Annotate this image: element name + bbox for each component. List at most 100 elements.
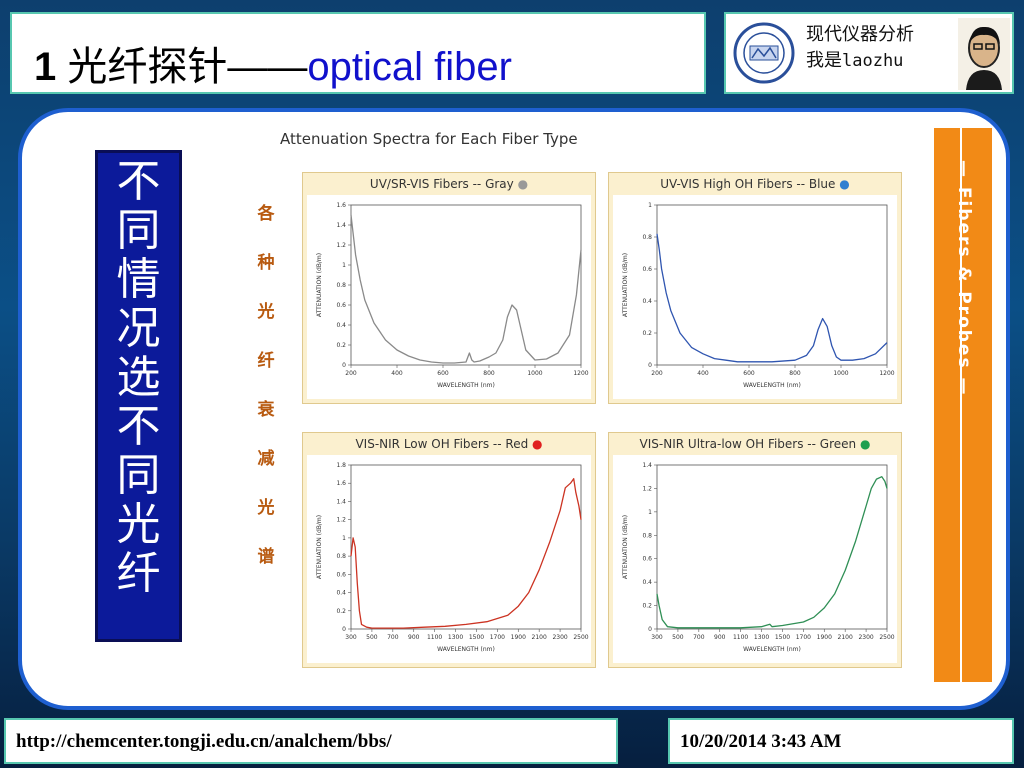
figure-title: Attenuation Spectra for Each Fiber Type	[280, 130, 578, 148]
title-cn: 光纤探针——	[67, 45, 308, 89]
y-tick-label: 1.6	[336, 480, 346, 487]
x-axis-label: WAVELENGTH (nm)	[437, 382, 495, 389]
y-tick-label: 1.2	[336, 242, 346, 249]
x-tick-label: 400	[391, 370, 403, 377]
side-label-char: 光	[257, 498, 275, 518]
orange-sidebar-text-wrap: — Fibers & Probes —	[944, 160, 984, 396]
x-tick-label: 600	[437, 370, 449, 377]
y-tick-label: 0.8	[336, 282, 346, 289]
brand-text: 现代仪器分析 我是laozhu	[806, 22, 914, 74]
series-line	[656, 476, 888, 629]
vertical-caption-char: 同	[116, 205, 161, 256]
brand-line1: 现代仪器分析	[806, 24, 914, 45]
y-tick-label: 0.8	[336, 553, 346, 560]
x-tick-label: 1000	[833, 370, 848, 377]
orange-sidebar	[934, 128, 992, 682]
y-tick-label: 0.6	[642, 266, 652, 273]
y-tick-label: 0.4	[642, 298, 652, 305]
side-label-char: 各	[257, 204, 275, 224]
plot-area	[656, 204, 888, 366]
vertical-caption: 不同情况选不同光纤	[98, 157, 179, 598]
x-tick-label: 1200	[573, 370, 588, 377]
y-tick-label: 0	[342, 626, 346, 633]
y-tick-label: 1.4	[642, 462, 652, 469]
y-tick-label: 0.2	[642, 330, 652, 337]
chart-title: UV/SR-VIS Fibers -- Gray ●	[369, 177, 529, 191]
side-label-char: 种	[257, 253, 275, 273]
x-tick-label: 1100	[427, 634, 442, 641]
footer-date-box: 10/20/2014 3:43 AM	[668, 718, 1014, 764]
plot-area	[656, 464, 888, 630]
brand-box: 现代仪器分析 我是laozhu	[724, 12, 1014, 94]
series-line	[656, 233, 888, 363]
y-tick-label: 1.2	[336, 517, 346, 524]
x-tick-label: 400	[697, 370, 709, 377]
x-tick-label: 1200	[879, 370, 894, 377]
y-tick-label: 0.2	[336, 608, 346, 615]
university-seal-icon	[733, 22, 795, 84]
chart-plot-red: 0 0.2 0.4 0.6 0.8 1 1.2 1.4 1.6 1.8 300 500 700 900 11…	[307, 455, 591, 663]
chart-panel-gray: UV/SR-VIS Fibers -- Gray ● 0 0.2 0.4 0.6 0.8…	[302, 172, 596, 404]
x-axis-label: WAVELENGTH (nm)	[743, 646, 801, 653]
x-tick-label: 900	[408, 634, 420, 641]
y-tick-label: 0	[342, 362, 346, 369]
x-tick-label: 1300	[754, 634, 769, 641]
brand-line2: 我是laozhu	[806, 48, 914, 74]
y-tick-label: 0	[648, 626, 652, 633]
vertical-caption-box: 不同情况选不同光纤	[95, 150, 182, 642]
vertical-caption-char: 选	[116, 352, 161, 403]
y-tick-label: 1	[648, 509, 652, 516]
footer-url-box: http://chemcenter.tongji.edu.cn/analchem…	[4, 718, 618, 764]
chart-plot-green: 0 0.2 0.4 0.6 0.8 1 1.2 1.4 300 500 700 900 1100 1300…	[613, 455, 897, 663]
y-tick-label: 0.4	[336, 322, 346, 329]
chart-panel-green: VIS-NIR Ultra-low OH Fibers -- Green ● 0…	[608, 432, 902, 668]
chart-panel-blue: UV-VIS High OH Fibers -- Blue ● 0 0.2 0.4 0…	[608, 172, 902, 404]
vertical-caption-char: 同	[116, 450, 161, 501]
chart-title: VIS-NIR Low OH Fibers -- Red ●	[355, 437, 543, 451]
x-tick-label: 200	[345, 370, 357, 377]
y-tick-label: 0.6	[336, 302, 346, 309]
x-tick-label: 800	[483, 370, 495, 377]
x-tick-label: 1700	[490, 634, 505, 641]
chart-plot-gray: 0 0.2 0.4 0.6 0.8 1 1.2 1.4 1.6 200 400 600 800 1000 1…	[307, 195, 591, 399]
series-line	[350, 478, 582, 629]
footer-url-link[interactable]: http://chemcenter.tongji.edu.cn/analchem…	[16, 731, 392, 752]
x-tick-label: 500	[366, 634, 378, 641]
x-tick-label: 1900	[817, 634, 832, 641]
figure-side-label: 各种光纤衰减光谱	[248, 190, 284, 582]
page-title: 1 光纤探针——optical fiber	[34, 34, 512, 92]
side-label-char: 衰	[257, 400, 275, 420]
x-tick-label: 1700	[796, 634, 811, 641]
chart-title: VIS-NIR Ultra-low OH Fibers -- Green ●	[639, 437, 871, 451]
x-tick-label: 2100	[532, 634, 547, 641]
x-tick-label: 700	[387, 634, 399, 641]
x-tick-label: 2500	[573, 634, 588, 641]
y-tick-label: 0.6	[642, 556, 652, 563]
x-axis-label: WAVELENGTH (nm)	[437, 646, 495, 653]
y-axis-label: ATTENUATION (dB/m)	[316, 253, 323, 317]
chart-panel-red: VIS-NIR Low OH Fibers -- Red ● 0 0.2 0.4 0.…	[302, 432, 596, 668]
portrait-avatar-icon	[958, 18, 1010, 90]
vertical-caption-char: 光	[116, 499, 161, 550]
chart-title: UV-VIS High OH Fibers -- Blue ●	[660, 177, 850, 191]
footer-datetime: 10/20/2014 3:43 AM	[680, 731, 842, 752]
x-tick-label: 1100	[733, 634, 748, 641]
plot-area	[350, 464, 582, 630]
y-axis-label: ATTENUATION (dB/m)	[622, 253, 629, 317]
side-label-char: 纤	[257, 351, 275, 371]
x-tick-label: 2500	[879, 634, 894, 641]
y-tick-label: 0.6	[336, 571, 346, 578]
y-tick-label: 1.4	[336, 498, 346, 505]
title-en: optical fiber	[307, 45, 512, 89]
orange-sidebar-text: — Fibers & Probes —	[954, 160, 974, 397]
side-label-char: 光	[257, 302, 275, 322]
x-tick-label: 900	[714, 634, 726, 641]
vertical-caption-char: 况	[116, 303, 161, 354]
y-tick-label: 1	[342, 535, 346, 542]
plot-area	[350, 204, 582, 366]
y-tick-label: 0.8	[642, 532, 652, 539]
x-tick-label: 300	[651, 634, 663, 641]
x-tick-label: 300	[345, 634, 357, 641]
x-axis-label: WAVELENGTH (nm)	[743, 382, 801, 389]
